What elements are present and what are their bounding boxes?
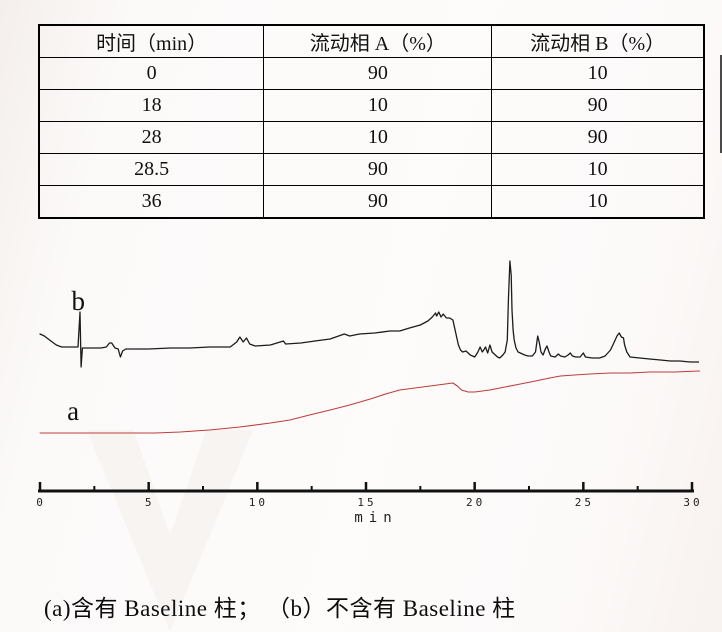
table-row: 18 10 90 (38, 89, 705, 122)
table-header-mobile-phase-b: 流动相 B（%） (491, 24, 705, 58)
table-row: 36 90 10 (38, 185, 705, 219)
x-axis-tick-label: 0 (36, 496, 46, 509)
trace-label-a: a (67, 396, 79, 426)
table-cell: 28.5 (38, 153, 265, 186)
table-cell: 90 (263, 185, 493, 219)
figure-caption: (a)含有 Baseline 柱； （b）不含有 Baseline 柱 (44, 596, 516, 621)
x-axis-tick-label: 5 (145, 496, 155, 509)
trace-a (39, 370, 701, 434)
x-axis-tick-label: 20 (466, 496, 485, 509)
right-edge-artifact (720, 55, 722, 153)
trace-label-b: b (72, 286, 86, 316)
table-row: 28.5 90 10 (38, 153, 705, 186)
table-cell: 36 (38, 185, 265, 219)
table-cell: 10 (491, 185, 705, 219)
x-axis-tick-label: 10 (249, 496, 268, 509)
x-axis-tick-label: 30 (683, 496, 702, 509)
table-row: 0 90 10 (38, 57, 705, 90)
x-axis-tick-label: 15 (357, 496, 376, 509)
table-cell: 90 (263, 153, 493, 186)
x-axis-title: min (354, 510, 397, 526)
table-header-time: 时间（min） (38, 24, 265, 58)
trace-b (39, 260, 700, 368)
table-cell: 10 (491, 153, 705, 186)
table-cell: 10 (491, 57, 705, 90)
table-header-row: 时间（min） 流动相 A（%） 流动相 B（%） (38, 24, 705, 58)
table-row: 28 10 90 (38, 121, 705, 154)
table-header-mobile-phase-a: 流动相 A（%） (263, 24, 493, 58)
table-cell: 90 (491, 121, 705, 154)
table-cell: 10 (263, 121, 493, 154)
mobile-phase-gradient-table: 时间（min） 流动相 A（%） 流动相 B（%） 0 90 10 18 10 … (38, 24, 705, 219)
table-cell: 90 (491, 89, 705, 122)
x-axis-tick-label: 25 (575, 496, 594, 509)
table-cell: 18 (38, 89, 265, 122)
